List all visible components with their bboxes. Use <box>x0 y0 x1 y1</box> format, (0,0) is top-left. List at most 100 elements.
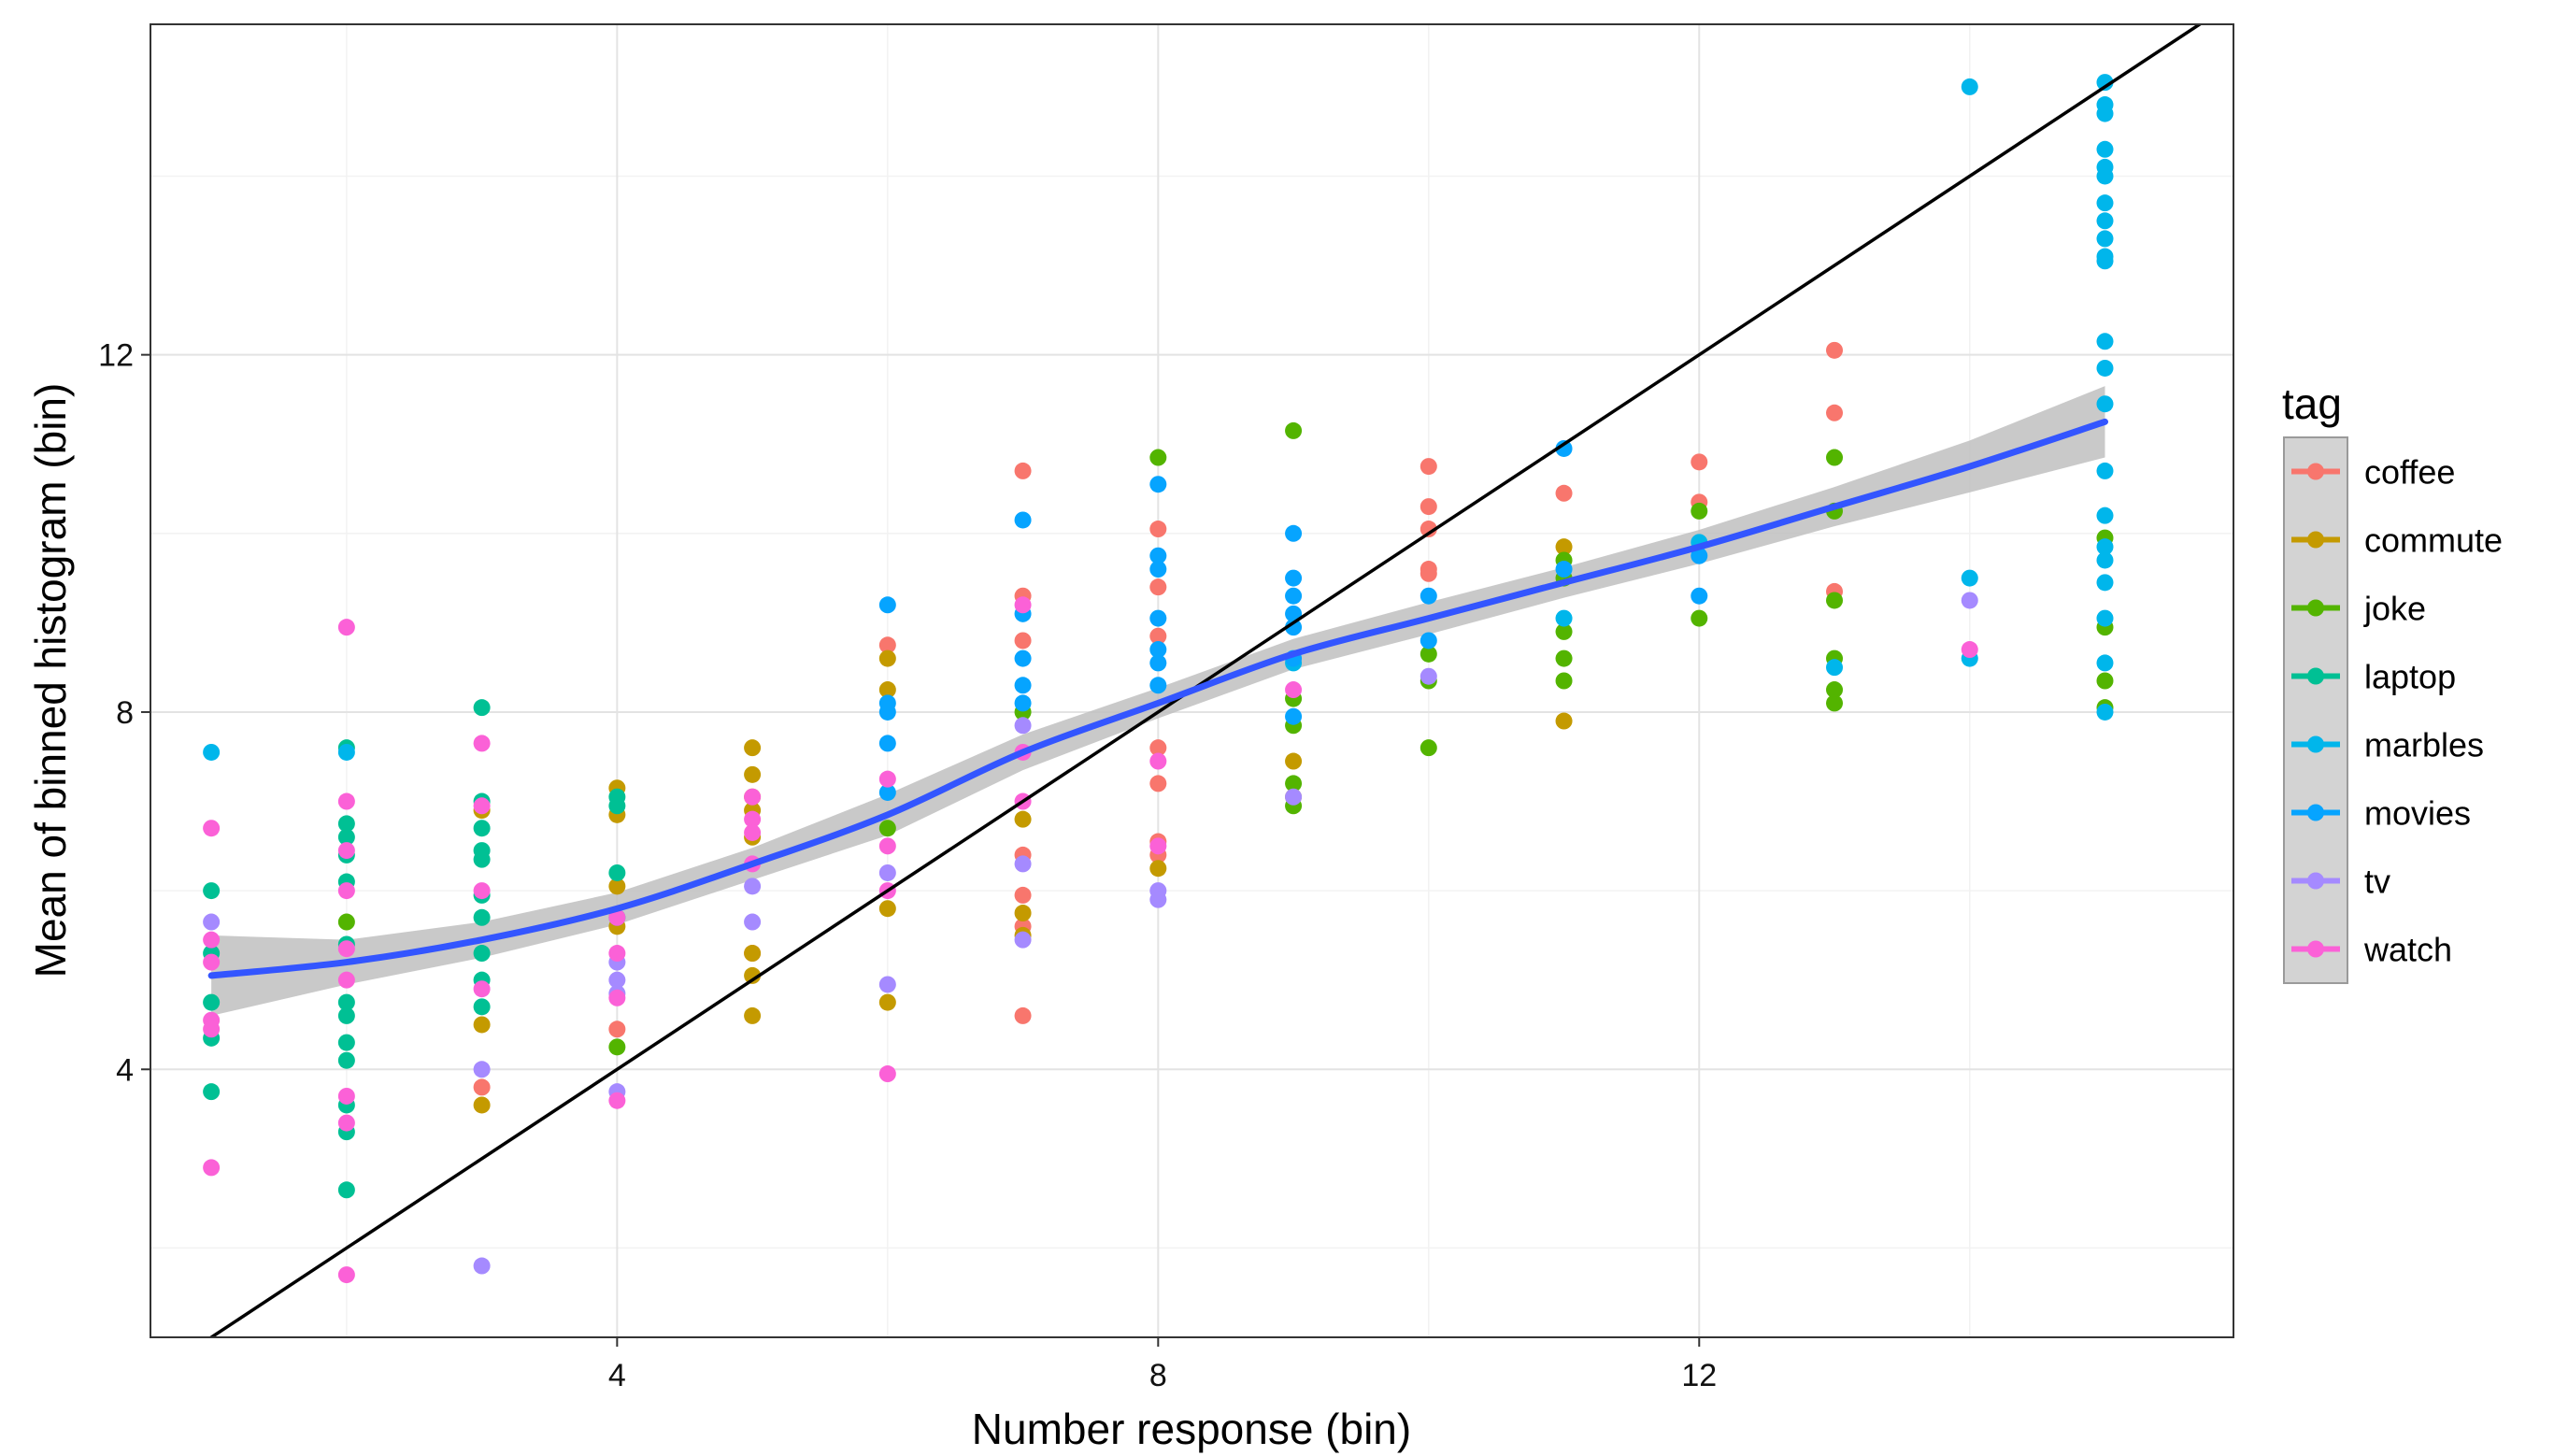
data-point-coffee <box>1420 521 1437 538</box>
data-point-coffee <box>878 636 896 654</box>
data-point-movies <box>1285 707 1303 725</box>
data-point-commute <box>878 649 896 667</box>
data-point-movies <box>1149 561 1167 578</box>
data-point-commute <box>744 765 762 783</box>
data-point-movies <box>1285 619 1303 636</box>
data-point-watch <box>473 882 491 900</box>
data-point-marbles <box>2096 333 2114 350</box>
data-point-marbles <box>2096 654 2114 672</box>
data-point-coffee <box>1149 578 1167 596</box>
data-point-watch <box>1285 681 1303 699</box>
data-point-marbles <box>2096 609 2114 627</box>
legend-key-point <box>2307 804 2324 821</box>
series-tv <box>203 592 1978 1275</box>
legend: tag coffee commute joke laptop marbles movies… <box>2282 379 2503 984</box>
y-axis: 4 8 12 <box>98 338 150 1088</box>
data-point-joke <box>1691 609 1708 627</box>
data-point-watch <box>1149 837 1167 855</box>
data-point-coffee <box>1420 498 1437 516</box>
legend-key-point <box>2307 599 2324 617</box>
legend-label-laptop: laptop <box>2364 658 2456 696</box>
data-point-coffee <box>473 1078 491 1096</box>
data-point-joke <box>1826 681 1844 699</box>
data-point-movies <box>1014 677 1032 694</box>
legend-key-point <box>2307 463 2324 480</box>
legend-label-movies: movies <box>2364 794 2471 833</box>
data-point-watch <box>337 792 355 810</box>
data-point-watch <box>203 1021 221 1038</box>
data-point-coffee <box>1014 632 1032 649</box>
data-point-watch <box>337 1266 355 1284</box>
data-point-commute <box>1014 810 1032 828</box>
y-tick-label: 8 <box>116 695 134 731</box>
data-point-commute <box>878 681 896 699</box>
data-point-watch <box>473 797 491 815</box>
data-point-movies <box>1420 632 1437 649</box>
data-point-commute <box>744 1006 762 1024</box>
data-point-movies <box>1691 547 1708 564</box>
data-point-watch <box>1961 641 1978 659</box>
data-point-marbles <box>2096 140 2114 158</box>
y-tick-label: 4 <box>116 1052 134 1088</box>
data-point-laptop <box>337 1006 355 1024</box>
legend-label-coffee: coffee <box>2364 453 2455 492</box>
data-point-marbles <box>2096 167 2114 185</box>
data-point-watch <box>878 1065 896 1083</box>
data-point-coffee <box>608 1021 626 1038</box>
legend-key-point <box>2307 667 2324 685</box>
data-point-watch <box>473 980 491 998</box>
data-point-laptop <box>203 882 221 900</box>
data-point-watch <box>203 931 221 949</box>
data-point-laptop <box>203 1083 221 1101</box>
data-point-coffee <box>1149 775 1167 792</box>
data-point-marbles <box>337 743 355 761</box>
data-point-tv <box>1014 717 1032 735</box>
data-point-tv <box>1285 788 1303 806</box>
series-marbles <box>203 74 2114 761</box>
data-point-watch <box>608 989 626 1006</box>
x-axis: 4 8 12 <box>608 1337 1717 1393</box>
data-point-watch <box>608 908 626 926</box>
data-point-movies <box>1691 587 1708 605</box>
legend-key-point <box>2307 735 2324 753</box>
data-point-joke <box>878 820 896 837</box>
data-point-movies <box>1014 649 1032 667</box>
legend-label-watch: watch <box>2363 931 2452 969</box>
data-point-marbles <box>2096 252 2114 270</box>
data-point-joke <box>1826 449 1844 466</box>
data-point-coffee <box>1691 453 1708 471</box>
data-point-watch <box>744 788 762 806</box>
legend-key-point <box>2307 872 2324 890</box>
data-point-commute <box>608 878 626 895</box>
data-point-watch <box>608 945 626 963</box>
legend-title: tag <box>2282 379 2342 428</box>
data-point-movies <box>1149 641 1167 659</box>
data-point-watch <box>337 882 355 900</box>
data-point-marbles <box>2096 230 2114 248</box>
data-point-tv <box>608 971 626 989</box>
data-point-marbles <box>1826 659 1844 677</box>
x-axis-title: Number response (bin) <box>972 1405 1411 1453</box>
data-point-marbles <box>203 743 221 761</box>
data-point-joke <box>1826 694 1844 712</box>
data-point-commute <box>1285 752 1303 770</box>
data-point-watch <box>608 1092 626 1109</box>
data-point-watch <box>473 735 491 752</box>
data-point-coffee <box>1826 341 1844 359</box>
data-point-marbles <box>1961 569 1978 587</box>
data-point-movies <box>1555 561 1573 578</box>
data-point-joke <box>1555 672 1573 690</box>
data-point-commute <box>878 993 896 1011</box>
data-point-watch <box>878 837 896 855</box>
data-point-joke <box>2096 672 2114 690</box>
data-point-marbles <box>2096 462 2114 479</box>
data-point-joke <box>1691 502 1708 520</box>
series-movies <box>878 439 1708 801</box>
data-point-movies <box>878 703 896 721</box>
data-point-commute <box>1555 538 1573 556</box>
data-point-movies <box>878 783 896 801</box>
data-point-marbles <box>2096 551 2114 569</box>
smooth-curve <box>207 418 2108 979</box>
data-point-movies <box>1014 694 1032 712</box>
